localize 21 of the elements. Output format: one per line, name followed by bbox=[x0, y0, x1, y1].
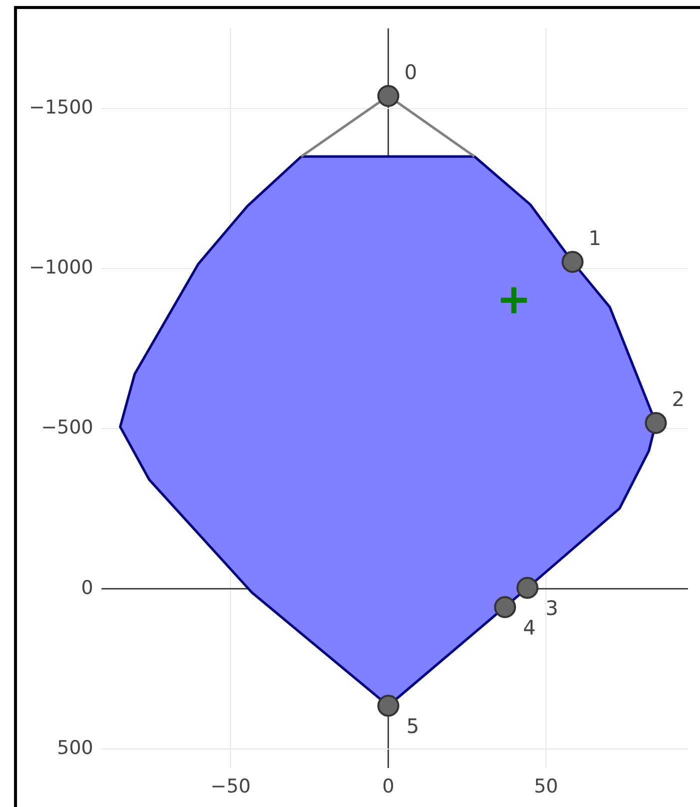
x-tick-label: −50 bbox=[210, 776, 251, 798]
y-tick-label: −500 bbox=[41, 416, 94, 439]
y-tick-label: 0 bbox=[81, 576, 94, 599]
annotation: 4 bbox=[523, 615, 536, 640]
annotation: 5 bbox=[406, 714, 420, 738]
y-tick-label: 500 bbox=[57, 736, 94, 759]
annotation: 0 bbox=[404, 60, 418, 84]
point bbox=[562, 250, 584, 273]
point bbox=[377, 694, 400, 717]
point bbox=[644, 412, 667, 434]
annotation: 1 bbox=[588, 226, 602, 250]
point bbox=[494, 596, 516, 618]
point bbox=[516, 576, 538, 599]
y-tick-label: −1500 bbox=[28, 96, 94, 118]
point bbox=[377, 84, 400, 107]
x-tick-label: 0 bbox=[382, 776, 394, 798]
annotation: 2 bbox=[672, 387, 685, 412]
annotation: 3 bbox=[545, 596, 558, 620]
y-tick-label: −1000 bbox=[28, 256, 94, 279]
x-tick-label: 50 bbox=[534, 776, 558, 798]
point bbox=[500, 287, 527, 314]
